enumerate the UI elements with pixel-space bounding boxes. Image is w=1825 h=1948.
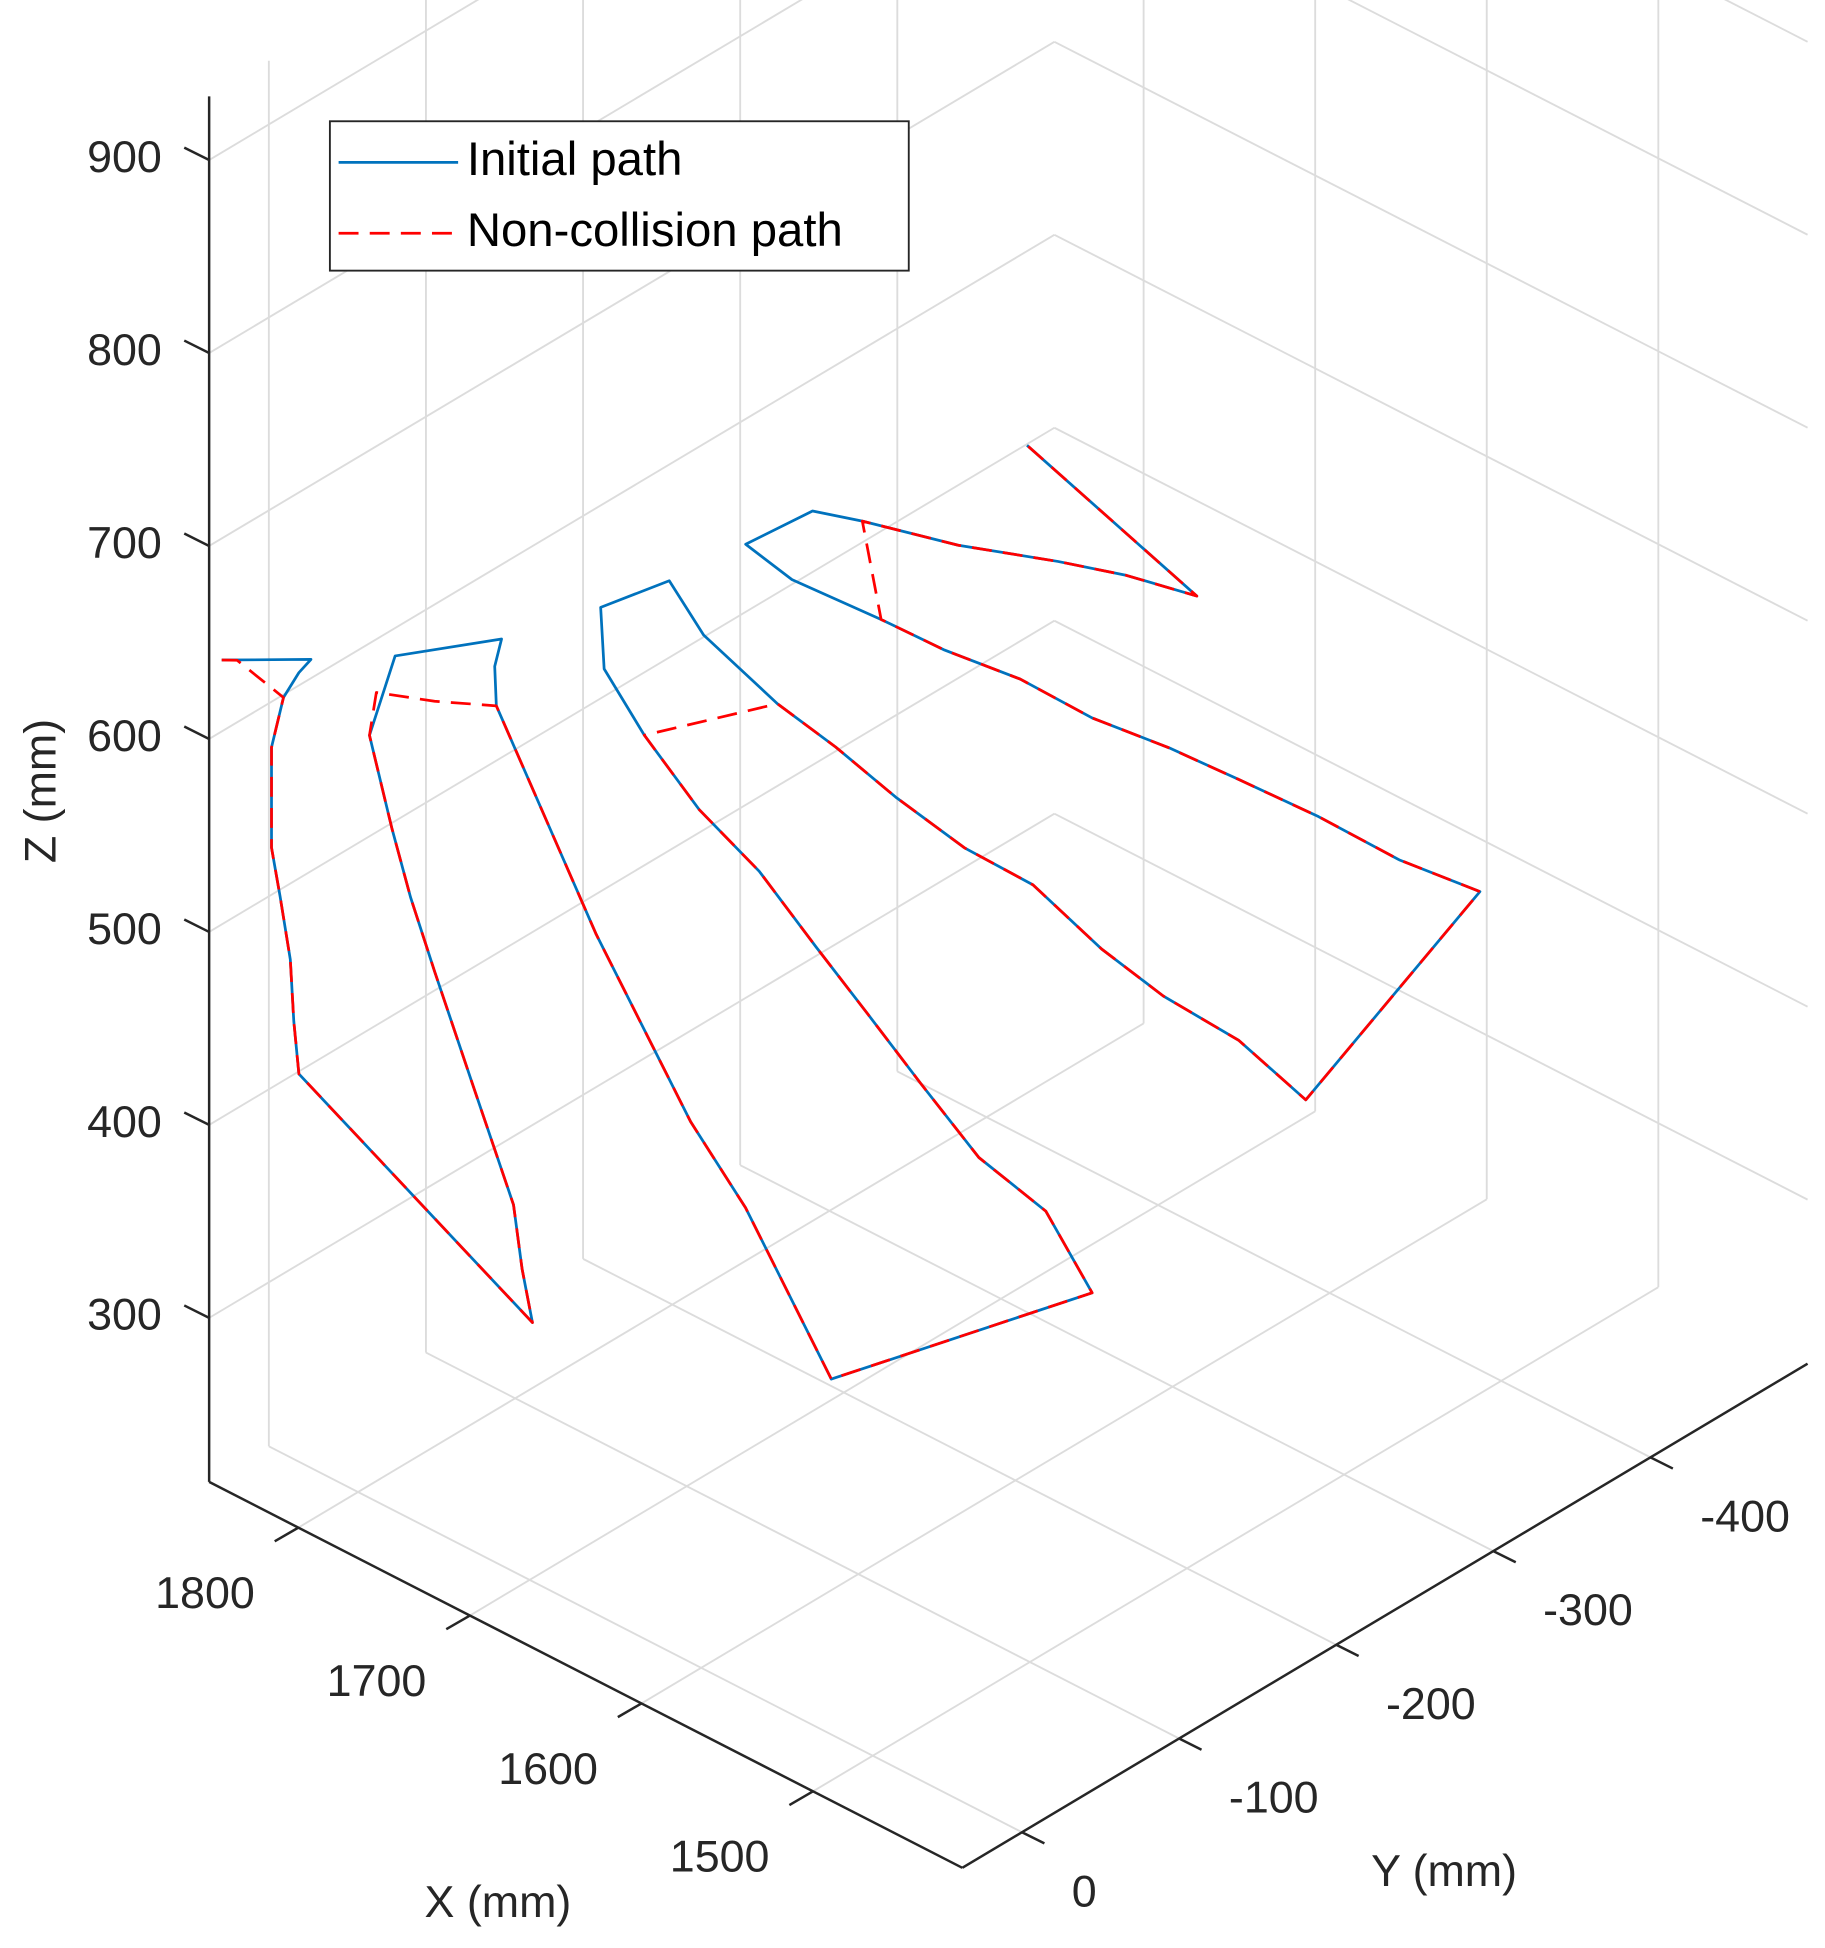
y-tick-label: -300 (1543, 1585, 1633, 1635)
z-tick (183, 918, 210, 934)
x-tick (788, 1790, 814, 1807)
grid-line (208, 619, 1055, 1126)
y-tick (1021, 1831, 1045, 1845)
z-tick-label: 600 (87, 711, 162, 761)
z-tick (183, 339, 210, 355)
grid-line (208, 233, 1055, 740)
y-tick-label: -100 (1229, 1773, 1319, 1823)
grid (208, 0, 1808, 1834)
grid-line (1053, 426, 1808, 815)
grid-line (425, 1351, 1180, 1740)
grid-line (208, 426, 1055, 933)
z-tick-label: 400 (87, 1097, 162, 1147)
y-axis-label: Y (mm) (1371, 1846, 1517, 1896)
lines (221, 444, 1482, 1381)
legend-label: Non-collision path (467, 204, 843, 257)
grid-line (208, 812, 1055, 1319)
grid-line (208, 0, 480, 161)
z-tick (183, 1111, 210, 1127)
y-tick-label: -400 (1700, 1491, 1790, 1541)
legend-box (328, 120, 910, 272)
z-axis-label: Z (mm) (15, 719, 65, 863)
z-tick-label: 700 (87, 518, 162, 568)
z-tick (183, 532, 210, 548)
series-line (221, 444, 1482, 1381)
grid-line (1723, 0, 1808, 43)
grid-line (896, 1070, 1651, 1459)
legend-label: Initial path (467, 133, 683, 186)
grid-line (208, 41, 1055, 547)
grid-line (268, 1445, 1023, 1834)
z-tick-label: 300 (87, 1290, 162, 1340)
y-tick-label: -200 (1386, 1679, 1476, 1729)
series-line (221, 444, 1482, 1381)
y-tick (1492, 1549, 1517, 1564)
x-tick-label: 1600 (498, 1744, 598, 1794)
grid-line (812, 1286, 1659, 1793)
x-tick-label: 1500 (670, 1832, 770, 1882)
z-tick (183, 146, 210, 162)
y-axis (961, 1362, 1809, 1869)
grid-line (1053, 233, 1808, 622)
grid-line (297, 1022, 1145, 1529)
x-tick-label: 1800 (155, 1568, 255, 1618)
x-tick (617, 1702, 643, 1719)
grid-line (1053, 40, 1808, 429)
z-tick-label: 900 (87, 132, 162, 182)
grid-line (1347, 0, 1808, 236)
grid-line (469, 1110, 1316, 1617)
grid-line (1053, 619, 1808, 1008)
x-axis (208, 1480, 963, 1869)
y-tick (1178, 1737, 1203, 1751)
y-tick (1649, 1456, 1674, 1470)
z-tick-label: 800 (87, 325, 162, 375)
z-tick (183, 1304, 210, 1319)
x-axis-label: X (mm) (425, 1877, 572, 1927)
legend: Initial path Non-collision path (328, 120, 910, 272)
z-tick-label: 500 (87, 904, 162, 954)
axes: 300 400 500 600 700 800 900 1500 1600 1700 1800 -40… (87, 96, 1809, 1916)
z-tick (183, 725, 210, 741)
y-tick (1335, 1643, 1360, 1658)
x-tick (445, 1614, 471, 1631)
grid-line (739, 1164, 1494, 1552)
x-tick-label: 1700 (327, 1656, 427, 1706)
grid-line (582, 1258, 1337, 1646)
grid-line (640, 1198, 1488, 1705)
grid-line (1053, 812, 1808, 1201)
y-tick-label: 0 (1072, 1866, 1097, 1916)
x-tick (274, 1526, 299, 1543)
